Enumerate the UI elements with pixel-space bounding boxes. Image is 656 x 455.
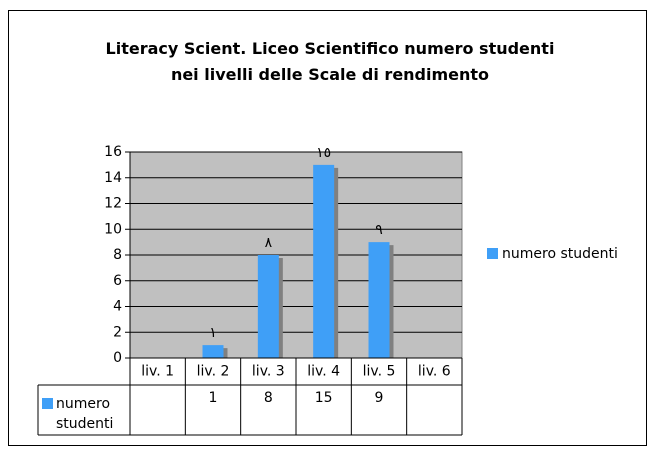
x-tick-label: liv. 3	[252, 364, 285, 380]
y-tick-label: 0	[113, 350, 122, 366]
data-label: ٩	[375, 222, 383, 238]
x-tick-label: liv. 1	[141, 364, 174, 380]
data-label: ١٥	[316, 145, 331, 161]
x-tick-label: liv. 6	[418, 364, 451, 380]
y-tick-label: 4	[113, 299, 122, 315]
y-tick-label: 6	[113, 273, 122, 289]
y-tick-label: 12	[104, 196, 122, 212]
x-tick-label: liv. 5	[363, 364, 396, 380]
y-tick-label: 16	[104, 144, 122, 160]
y-tick-label: 14	[104, 170, 122, 186]
chart-title: Literacy Scient. Liceo Scientifico numer…	[105, 39, 555, 84]
x-tick-label: liv. 2	[197, 364, 230, 380]
y-tick-label: 10	[104, 221, 122, 237]
legend-key	[487, 248, 498, 259]
data-label: ١	[209, 325, 217, 341]
bar	[313, 164, 335, 358]
bar	[202, 345, 224, 358]
legend-label: numero studenti	[502, 246, 618, 262]
table-legend-key	[42, 398, 53, 409]
y-tick-label: 8	[113, 247, 122, 263]
x-tick-label: liv. 4	[307, 364, 340, 380]
y-tick-label: 2	[113, 324, 122, 340]
data-label: ٨	[265, 235, 273, 251]
table-value: 8	[264, 390, 273, 406]
table-value: 1	[209, 390, 218, 406]
bar	[257, 255, 279, 358]
table-value: 9	[375, 390, 384, 406]
table-value: 15	[315, 390, 333, 406]
table-series-name: numero studenti	[56, 396, 114, 432]
bar	[368, 242, 390, 358]
